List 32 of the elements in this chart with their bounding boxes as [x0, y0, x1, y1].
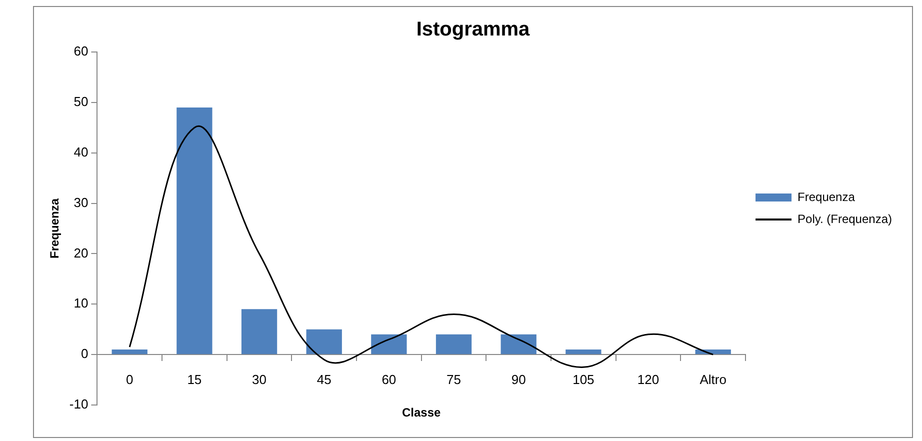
y-tick-label: 30 — [74, 194, 88, 210]
bar — [176, 107, 212, 354]
y-tick-label: 40 — [74, 144, 88, 160]
x-tick-label: 60 — [382, 372, 396, 387]
y-axis-title: Frequenza — [48, 198, 62, 259]
bar — [500, 334, 536, 354]
x-tick-label: 75 — [446, 372, 462, 387]
y-tick-label: 50 — [74, 94, 88, 110]
legend-label: Frequenza — [798, 190, 856, 204]
x-tick-label: 90 — [511, 372, 526, 387]
x-tick-label: 120 — [637, 372, 660, 387]
x-tick-label: 30 — [252, 372, 267, 387]
x-tick-label: 0 — [126, 372, 134, 387]
bar — [306, 329, 342, 354]
bar — [241, 309, 278, 354]
x-tick-label: 105 — [572, 372, 594, 387]
bar — [436, 334, 472, 354]
bar — [112, 350, 148, 354]
chart-title: Istogramma — [416, 18, 531, 41]
x-axis-title: Classe — [402, 406, 442, 420]
legend-label: Poly. (Frequenza) — [798, 212, 892, 226]
x-tick-label: Altro — [700, 372, 726, 387]
x-tick-label: 15 — [187, 372, 202, 387]
y-tick-label: 60 — [74, 44, 88, 59]
y-tick-label: 10 — [74, 296, 88, 311]
bar — [566, 350, 602, 354]
y-tick-label: 20 — [74, 245, 88, 260]
y-tick-label: -10 — [69, 396, 88, 412]
bar — [371, 334, 407, 354]
y-tick-label: 0 — [80, 346, 88, 362]
line-series — [128, 126, 714, 368]
x-tick-label: 45 — [316, 372, 332, 387]
